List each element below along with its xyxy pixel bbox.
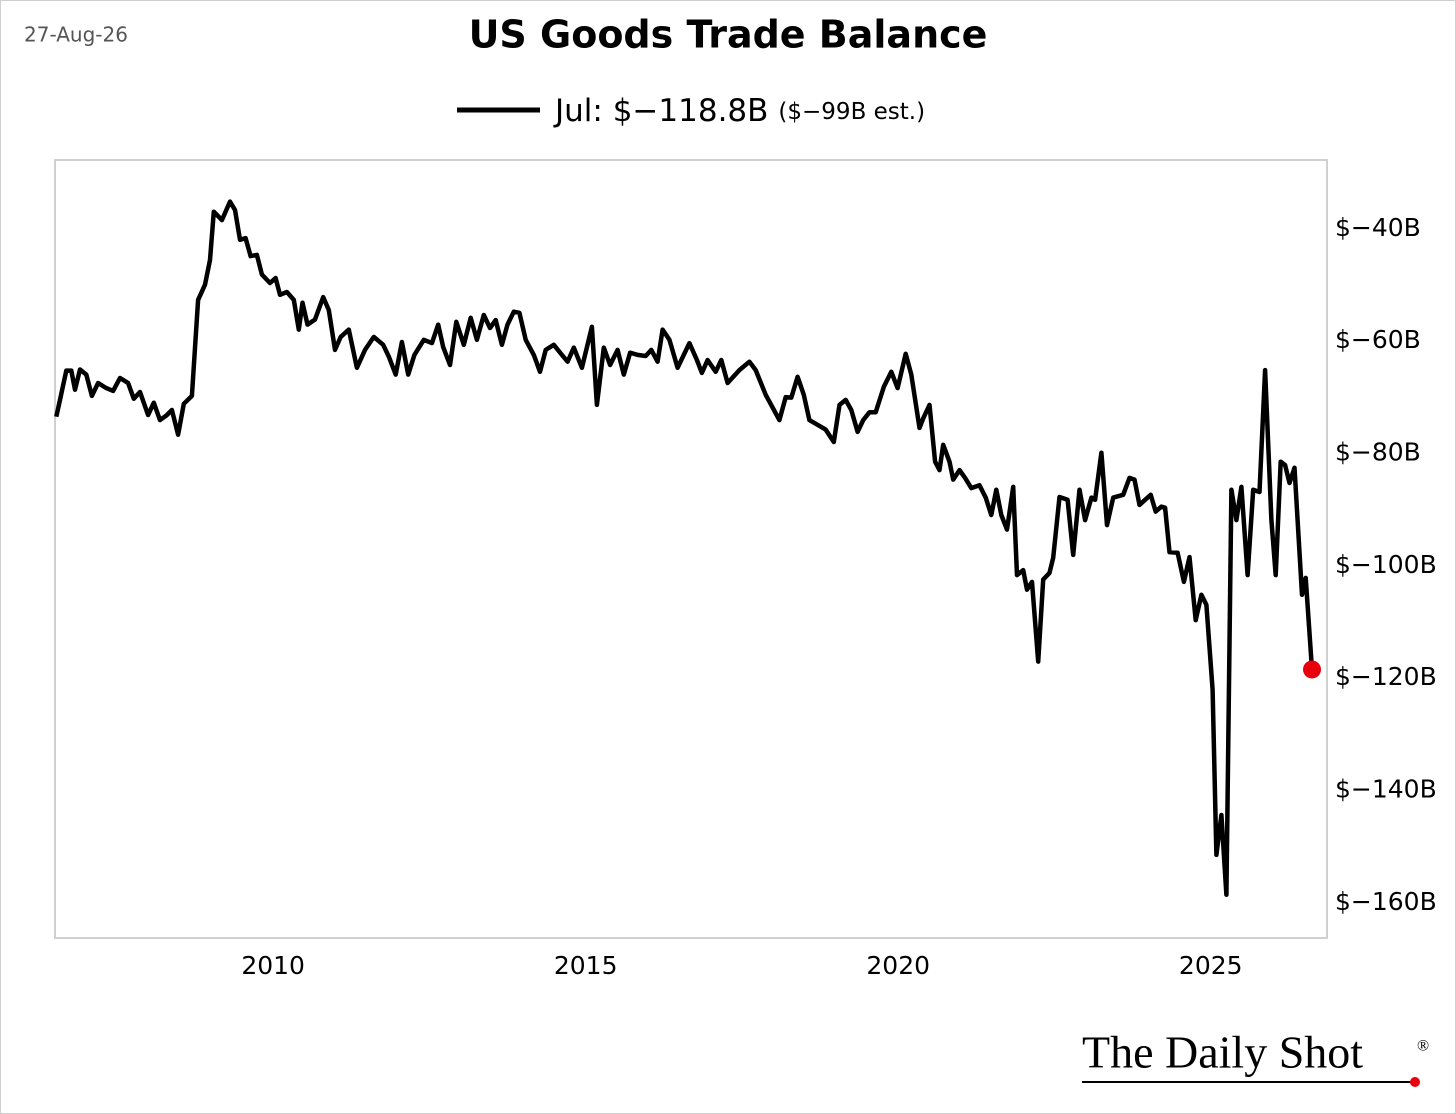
logo-dot <box>1410 1077 1420 1087</box>
y-tick-label: $−140B <box>1335 775 1437 804</box>
chart-title: US Goods Trade Balance <box>469 13 988 57</box>
source-logo: The Daily Shot <box>1082 1027 1363 1078</box>
plot-frame <box>54 159 1328 939</box>
y-tick-label: $−40B <box>1335 213 1421 242</box>
legend-label: Jul: $−118.8B <box>553 93 768 129</box>
y-tick-label: $−80B <box>1335 438 1421 467</box>
x-tick-label: 2015 <box>554 951 618 980</box>
series-line <box>54 199 1315 897</box>
legend-note: ($−99B est.) <box>778 99 925 125</box>
x-tick-label: 2010 <box>241 951 305 980</box>
date-label: 27-Aug-26 <box>24 23 128 47</box>
x-tick-label: 2025 <box>1179 951 1243 980</box>
legend-entry: Jul: $−118.8B ($−99B est.) <box>553 93 925 129</box>
x-tick-label: 2020 <box>866 951 930 980</box>
y-tick-label: $−60B <box>1335 325 1421 354</box>
source-mark: ® <box>1417 1038 1429 1055</box>
last-point-marker <box>1302 660 1321 679</box>
y-tick-label: $−120B <box>1335 662 1437 691</box>
y-tick-label: $−160B <box>1335 887 1437 916</box>
y-tick-label: $−100B <box>1335 550 1437 579</box>
